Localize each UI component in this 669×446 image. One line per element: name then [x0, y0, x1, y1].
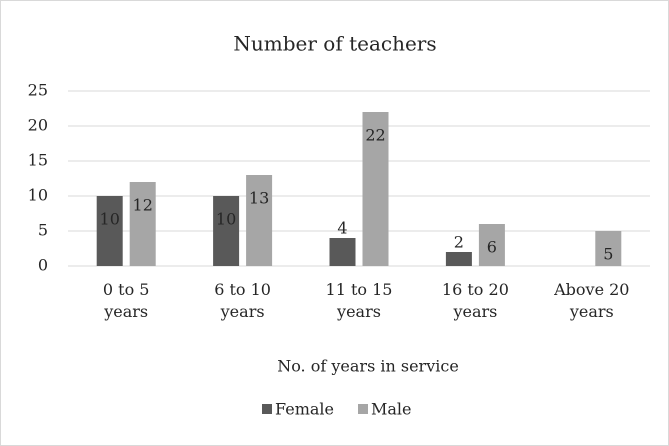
bar: [246, 175, 273, 266]
x-axis-label: No. of years in service: [277, 357, 459, 376]
bar: [595, 231, 622, 266]
data-label: 13: [249, 189, 269, 208]
bar: [129, 182, 156, 266]
x-tick-label: Above 20 years: [553, 280, 629, 321]
data-label: 10: [100, 210, 120, 229]
bar: [96, 196, 123, 266]
x-tick-label: 11 to 15 years: [326, 280, 393, 321]
chart-title: Number of teachers: [233, 32, 436, 56]
legend-swatch: [358, 404, 368, 414]
y-tick-label: 15: [28, 151, 48, 170]
data-label: 6: [487, 238, 497, 257]
legend-label: Female: [275, 400, 334, 419]
bar: [362, 112, 389, 266]
data-label: 10: [216, 210, 236, 229]
y-tick-label: 25: [28, 81, 48, 100]
data-label: 5: [603, 245, 613, 264]
y-tick-label: 0: [38, 256, 48, 275]
data-label: 12: [133, 196, 153, 215]
bar: [478, 224, 505, 266]
x-tick-label: 0 to 5 years: [103, 280, 150, 321]
x-tick-label: 16 to 20 years: [442, 280, 509, 321]
data-label: 4: [337, 219, 347, 238]
y-tick-label: 20: [28, 116, 48, 135]
data-label: 2: [454, 233, 464, 252]
data-label: 22: [365, 126, 385, 145]
legend-label: Male: [371, 400, 412, 419]
bar: [329, 238, 356, 266]
y-tick-label: 5: [38, 221, 48, 240]
legend-swatch: [262, 404, 272, 414]
bar: [445, 252, 472, 266]
x-tick-label: 6 to 10 years: [214, 280, 271, 321]
y-tick-label: 10: [28, 186, 48, 205]
bar: [213, 196, 240, 266]
